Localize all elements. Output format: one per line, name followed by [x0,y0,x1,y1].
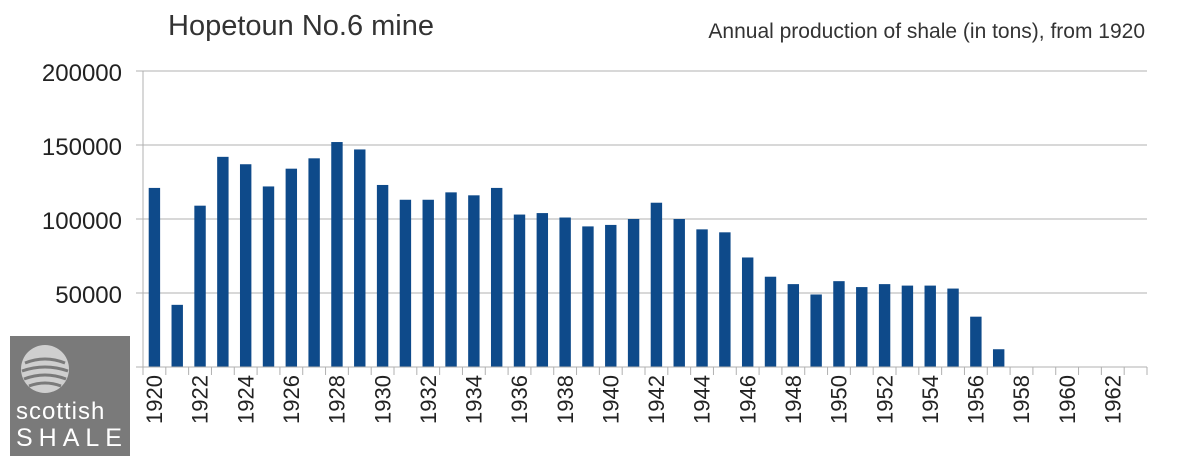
x-tick-label: 1936 [507,375,532,424]
bar-1929 [354,149,366,367]
bar-1954 [924,285,936,367]
y-tick-label: 200000 [42,60,122,87]
x-tick-label: 1948 [781,375,806,424]
bar-1951 [856,287,868,367]
bar-1953 [901,285,914,367]
x-tick-label: 1940 [598,375,623,424]
bar-1939 [582,226,594,367]
bar-1927 [308,158,320,367]
bar-1935 [490,187,503,367]
bar-1956 [970,316,982,367]
bar-1925 [262,186,275,367]
bar-1936 [513,214,526,367]
logo-text-shale: SHALE [16,424,128,452]
bar-1942 [650,202,663,367]
chart-title: Hopetoun No.6 mine [168,10,434,42]
bar-1930 [376,184,389,367]
x-tick-label: 1922 [188,375,213,424]
bar-1949 [810,294,822,367]
bar-1923 [217,156,229,367]
bar-1952 [878,284,891,367]
globe-icon [21,345,69,393]
bar-1948 [787,284,800,367]
x-tick-label: 1960 [1055,375,1080,424]
bar-1947 [764,276,777,367]
bar-1928 [331,142,343,367]
x-tick-label: 1938 [553,375,578,424]
x-tick-label: 1944 [690,375,715,424]
x-tick-label: 1958 [1009,375,1034,424]
bar-1921 [171,304,183,367]
x-tick-label: 1952 [872,375,897,424]
y-tick-label: 150000 [42,134,122,161]
logo-text-scottish: scottish [16,398,106,425]
bar-1931 [399,199,412,367]
bar-1920 [148,187,161,367]
bar-1937 [536,213,549,367]
x-tick-label: 1946 [735,375,760,424]
bar-1934 [468,195,480,367]
bar-1957 [992,349,1005,367]
x-tick-label: 1956 [964,375,989,424]
bar-1944 [696,229,708,367]
bar-1938 [559,217,571,367]
x-tick-label: 1942 [644,375,669,424]
x-tick-label: 1920 [142,375,167,424]
x-tick-label: 1928 [325,375,350,424]
bar-1924 [239,164,252,367]
bar-1932 [422,199,434,367]
bar-1941 [627,219,640,367]
bar-1926 [285,168,298,367]
x-tick-label: 1932 [416,375,441,424]
x-tick-label: 1954 [918,375,943,424]
bar-1940 [605,224,617,367]
x-tick-label: 1962 [1100,375,1125,424]
bar-1955 [947,288,959,367]
x-tick-label: 1926 [279,375,304,424]
y-tick-label: 100000 [42,208,122,235]
bar-1933 [445,192,457,367]
bar-1943 [673,219,685,367]
x-tick-label: 1950 [827,375,852,424]
x-tick-label: 1934 [462,375,487,424]
y-tick-label: 50000 [55,282,122,309]
x-tick-label: 1930 [370,375,395,424]
scottish-shale-logo: scottish SHALE [10,336,130,456]
bar-1945 [719,232,731,367]
bar-1922 [194,205,206,367]
chart-subtitle: Annual production of shale (in tons), fr… [708,20,1145,43]
bar-1946 [741,257,754,367]
x-tick-label: 1924 [233,375,258,424]
bar-1950 [833,281,845,367]
